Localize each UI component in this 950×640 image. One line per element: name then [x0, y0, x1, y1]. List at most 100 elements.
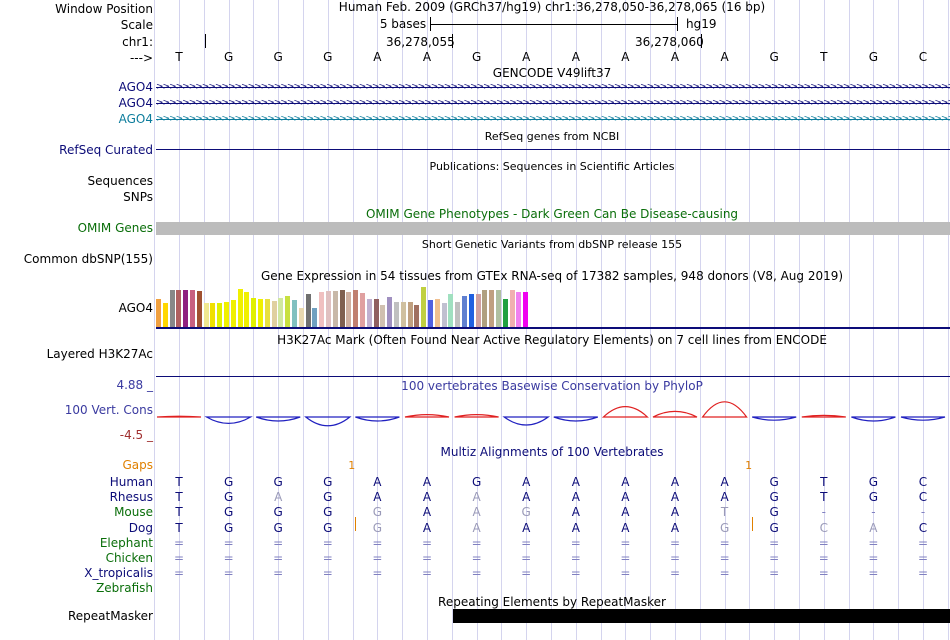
gencode-transcript-line [156, 119, 950, 120]
gtex-tissue-bar[interactable] [380, 305, 386, 327]
gtex-tissue-bar[interactable] [332, 291, 338, 327]
gtex-tissue-bar[interactable] [176, 290, 182, 327]
gtex-tissue-bar[interactable] [421, 287, 427, 327]
gencode-gene-label[interactable]: AGO4 [118, 80, 153, 94]
gtex-tissue-bar[interactable] [305, 293, 311, 327]
gtex-tissue-bar[interactable] [482, 290, 488, 327]
species-label[interactable]: Rhesus [109, 490, 153, 505]
multiz-base: = [917, 566, 929, 581]
gtex-tissue-bar[interactable] [224, 302, 229, 327]
refseq-track-label[interactable]: RefSeq Curated [59, 143, 153, 157]
gtex-tissue-bar[interactable] [462, 296, 467, 327]
gtex-tissue-bar[interactable] [251, 297, 257, 327]
gtex-tissue-bar[interactable] [156, 299, 161, 327]
publications-label-snps[interactable]: SNPs [123, 190, 153, 204]
species-label[interactable]: Human [109, 475, 153, 489]
multiz-base: = [620, 566, 631, 581]
gtex-tissue-bar[interactable] [162, 303, 168, 327]
gtex-tissue-bar[interactable] [394, 302, 399, 327]
gtex-tissue-bar[interactable] [217, 303, 223, 327]
species-label[interactable]: Dog [128, 520, 153, 535]
gencode-gene-label[interactable]: AGO4 [118, 96, 153, 110]
phylop-track-label[interactable]: 100 Vert. Cons [64, 403, 153, 417]
gtex-tissue-bar[interactable] [448, 293, 454, 327]
gtex-tissue-bar[interactable] [319, 292, 325, 327]
gtex-tissue-bar[interactable] [264, 299, 270, 327]
gtex-tissue-bar[interactable] [203, 303, 209, 327]
gtex-tissue-bar[interactable] [428, 300, 433, 327]
gtex-tissue-bar[interactable] [298, 308, 304, 327]
phylop-score-mark [601, 406, 649, 418]
multiz-base: A [720, 490, 729, 505]
gtex-tissue-bar[interactable] [237, 289, 243, 327]
gtex-track-label[interactable]: AGO4 [118, 301, 153, 315]
species-label[interactable]: Zebrafish [96, 581, 153, 596]
gtex-tissue-bar[interactable] [496, 290, 501, 327]
gtex-tissue-bar[interactable] [278, 298, 284, 327]
gencode-transcript[interactable]: >>>>>>>>>>>>>>>>>>>>>>>>>>>>>>>>>>>>>>>>… [156, 98, 950, 108]
h3k27ac-track-label[interactable]: Layered H3K27Ac [46, 347, 153, 361]
gtex-tissue-bar[interactable] [292, 300, 297, 327]
gtex-tissue-bar[interactable] [414, 304, 420, 327]
repeatmasker-element-bar[interactable] [453, 609, 950, 623]
omim-gene-bar[interactable] [156, 222, 950, 235]
gtex-tissue-bar[interactable] [346, 292, 352, 327]
gtex-tissue-bar[interactable] [516, 292, 522, 327]
gtex-bar-chart[interactable] [156, 285, 556, 327]
gtex-tissue-bar[interactable] [312, 307, 318, 327]
gtex-tissue-bar[interactable] [285, 296, 291, 327]
gtex-tissue-bar[interactable] [196, 290, 202, 327]
species-label[interactable]: X_tropicalis [84, 566, 153, 581]
gtex-tissue-bar[interactable] [353, 290, 359, 327]
phylop-track-title: 100 vertebrates Basewise Conservation by… [401, 379, 703, 393]
gencode-gene-label[interactable]: AGO4 [118, 112, 153, 126]
gtex-tissue-bar[interactable] [373, 299, 379, 327]
species-label[interactable]: Chicken [105, 551, 153, 565]
gtex-tissue-bar[interactable] [455, 302, 461, 327]
gtex-tissue-bar[interactable] [387, 297, 393, 327]
gtex-tissue-bar[interactable] [523, 292, 529, 327]
gtex-tissue-bar[interactable] [271, 301, 277, 327]
gtex-tissue-bar[interactable] [441, 303, 447, 327]
gtex-tissue-bar[interactable] [244, 292, 250, 327]
gtex-tissue-bar[interactable] [502, 298, 508, 327]
phylop-score-mark [204, 416, 253, 424]
phylop-score-mark [502, 416, 551, 426]
gtex-tissue-bar[interactable] [339, 290, 345, 327]
gtex-tissue-bar[interactable] [489, 290, 495, 327]
species-label[interactable]: Elephant [99, 535, 153, 550]
gtex-tissue-bar[interactable] [258, 299, 263, 327]
gencode-transcript[interactable]: >>>>>>>>>>>>>>>>>>>>>>>>>>>>>>>>>>>>>>>>… [156, 82, 950, 92]
multiz-base: A [869, 520, 878, 535]
gtex-tissue-bar[interactable] [230, 300, 236, 327]
dbsnp-track-label[interactable]: Common dbSNP(155) [23, 252, 153, 266]
gtex-tissue-bar[interactable] [468, 293, 474, 327]
gtex-tissue-bar[interactable] [407, 302, 413, 327]
phylop-score-mark [801, 414, 846, 418]
gtex-tissue-bar[interactable] [475, 293, 481, 327]
refseq-track-title: RefSeq genes from NCBI [484, 130, 620, 143]
gtex-tissue-bar[interactable] [434, 299, 440, 327]
omim-track-label[interactable]: OMIM Genes [77, 221, 153, 235]
gtex-tissue-bar[interactable] [169, 290, 175, 327]
reference-base: G [273, 50, 283, 64]
gtex-tissue-bar[interactable] [190, 290, 195, 327]
multiz-base: A [522, 490, 531, 505]
gtex-tissue-bar[interactable] [400, 302, 406, 327]
gtex-tissue-bar[interactable] [366, 299, 372, 327]
repeatmasker-track-label[interactable]: RepeatMasker [67, 609, 153, 623]
phylop-conservation-plot[interactable] [155, 395, 950, 440]
phylop-min-label: -4.5 _ [119, 428, 153, 442]
gtex-tissue-bar[interactable] [360, 292, 365, 327]
gtex-tissue-bar[interactable] [509, 290, 515, 327]
gtex-tissue-bar[interactable] [210, 303, 216, 327]
refseq-gene-line[interactable] [156, 149, 950, 150]
publications-label[interactable]: Sequences [87, 174, 153, 188]
gtex-tissue-bar[interactable] [183, 290, 189, 327]
gencode-track-title: GENCODE V49lift37 [492, 66, 612, 80]
h3k27ac-track-title: H3K27Ac Mark (Often Found Near Active Re… [277, 333, 827, 347]
species-label[interactable]: Mouse [114, 505, 153, 520]
gtex-tissue-bar[interactable] [326, 291, 331, 327]
gencode-transcript[interactable]: >>>>>>>>>>>>>>>>>>>>>>>>>>>>>>>>>>>>>>>>… [156, 114, 950, 124]
